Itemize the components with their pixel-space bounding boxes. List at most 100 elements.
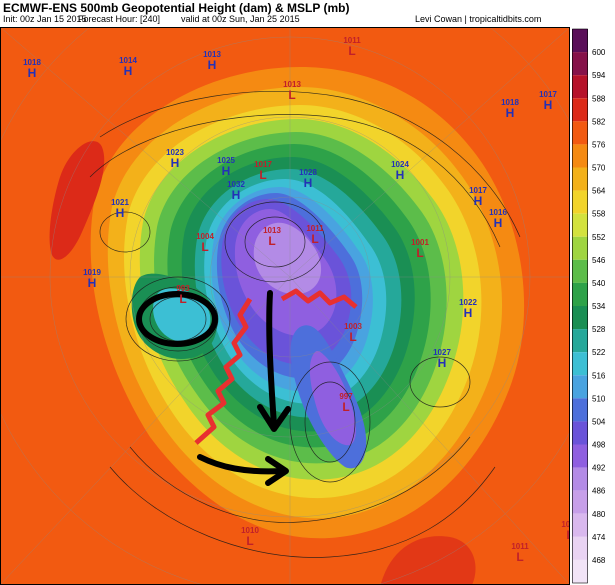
height-band-588-wedge	[49, 141, 105, 260]
high-letter: H	[494, 216, 503, 230]
pressure-center-value: 1018	[23, 58, 41, 67]
pressure-center-value: 1013	[263, 226, 281, 235]
color-scale-label: 594	[592, 71, 606, 80]
isobars	[89, 90, 521, 558]
credit-site: tropicaltidbits.com	[469, 14, 542, 24]
pressure-center-value: 1001	[411, 238, 429, 247]
valid-time: valid at 00z Sun, Jan 25 2015	[181, 14, 300, 24]
low-letter: L	[516, 550, 523, 564]
color-scale-boxes	[572, 28, 588, 584]
pressure-center-value: 1013	[203, 50, 221, 59]
pressure-center-value: 1016	[489, 208, 507, 217]
color-scale-label: 474	[592, 533, 606, 542]
color-scale-box	[572, 352, 588, 376]
color-scale-box	[572, 75, 588, 99]
high-letter: H	[304, 176, 313, 190]
high-letter: H	[396, 168, 405, 182]
map-header: ECMWF-ENS 500mb Geopotential Height (dam…	[0, 0, 615, 26]
color-scale-box	[572, 213, 588, 237]
high-letter: H	[438, 356, 447, 370]
pressure-center-value: 1011	[343, 36, 361, 45]
pressure-center-value: 1017	[254, 160, 272, 169]
annotation-ridge-axis-north	[280, 288, 358, 309]
pressure-center-value: 1011	[511, 542, 529, 551]
color-scale-box	[572, 98, 588, 122]
forecast-hour: Forecast Hour: [240]	[78, 14, 161, 24]
color-scale-box	[572, 144, 588, 168]
color-scale-label: 486	[592, 487, 606, 496]
color-scale-box	[572, 398, 588, 422]
pressure-center-value: 1032	[227, 180, 245, 189]
pressure-center-value: 1018	[501, 98, 519, 107]
color-scale-label: 528	[592, 325, 606, 334]
color-scale-box	[572, 52, 588, 76]
color-scale-box	[572, 421, 588, 445]
pressure-center-value: 1019	[83, 268, 101, 277]
annotation-arrow-east	[197, 454, 285, 475]
height-band-498	[253, 222, 322, 295]
pressure-center-value: 1024	[391, 160, 409, 169]
color-scale-label: 600	[592, 48, 606, 57]
init-time: Init: 00z Jan 15 2015	[3, 14, 87, 24]
high-letter: H	[171, 156, 180, 170]
color-scale-label: 552	[592, 233, 606, 242]
pressure-center-value: 1014	[119, 56, 137, 65]
low-letter: L	[566, 528, 570, 542]
pressure-center-value: 1025	[217, 156, 235, 165]
color-scale-label: 588	[592, 94, 606, 103]
pressure-center-value: 1023	[166, 148, 184, 157]
color-scale-box	[572, 375, 588, 399]
high-letter: H	[232, 188, 241, 202]
high-letter: H	[28, 66, 37, 80]
high-letter: H	[544, 98, 553, 112]
color-scale-label: 510	[592, 394, 606, 403]
high-letter: H	[474, 194, 483, 208]
height-band-504-lobe	[309, 350, 356, 446]
high-letter: H	[88, 276, 97, 290]
color-scale-label: 540	[592, 279, 606, 288]
high-letter: H	[116, 206, 125, 220]
color-scale-label: 480	[592, 510, 606, 519]
color-scale-box	[572, 190, 588, 214]
height-band-588-bottom	[380, 536, 476, 585]
color-scale-box	[572, 559, 588, 583]
color-scale-label: 576	[592, 140, 606, 149]
pressure-center-value: 1017	[539, 90, 557, 99]
credit: Levi Cowan | tropicaltidbits.com	[415, 14, 541, 24]
color-scale-label: 504	[592, 417, 606, 426]
low-letter: L	[201, 240, 208, 254]
color-scale-label: 498	[592, 441, 606, 450]
high-letter: H	[506, 106, 515, 120]
high-letter: H	[208, 58, 217, 72]
pressure-center-value: 1013	[283, 80, 301, 89]
color-scale-frame	[572, 28, 588, 584]
color-scale-label: 468	[592, 556, 606, 565]
pressure-centers: 1018H1014H1013H1011L1013L1018H1017H1023H…	[23, 36, 570, 564]
low-letter: L	[342, 400, 349, 414]
low-letter: L	[259, 168, 266, 182]
color-scale-box	[572, 282, 588, 306]
color-scale-label: 582	[592, 117, 606, 126]
graticule	[0, 27, 570, 585]
